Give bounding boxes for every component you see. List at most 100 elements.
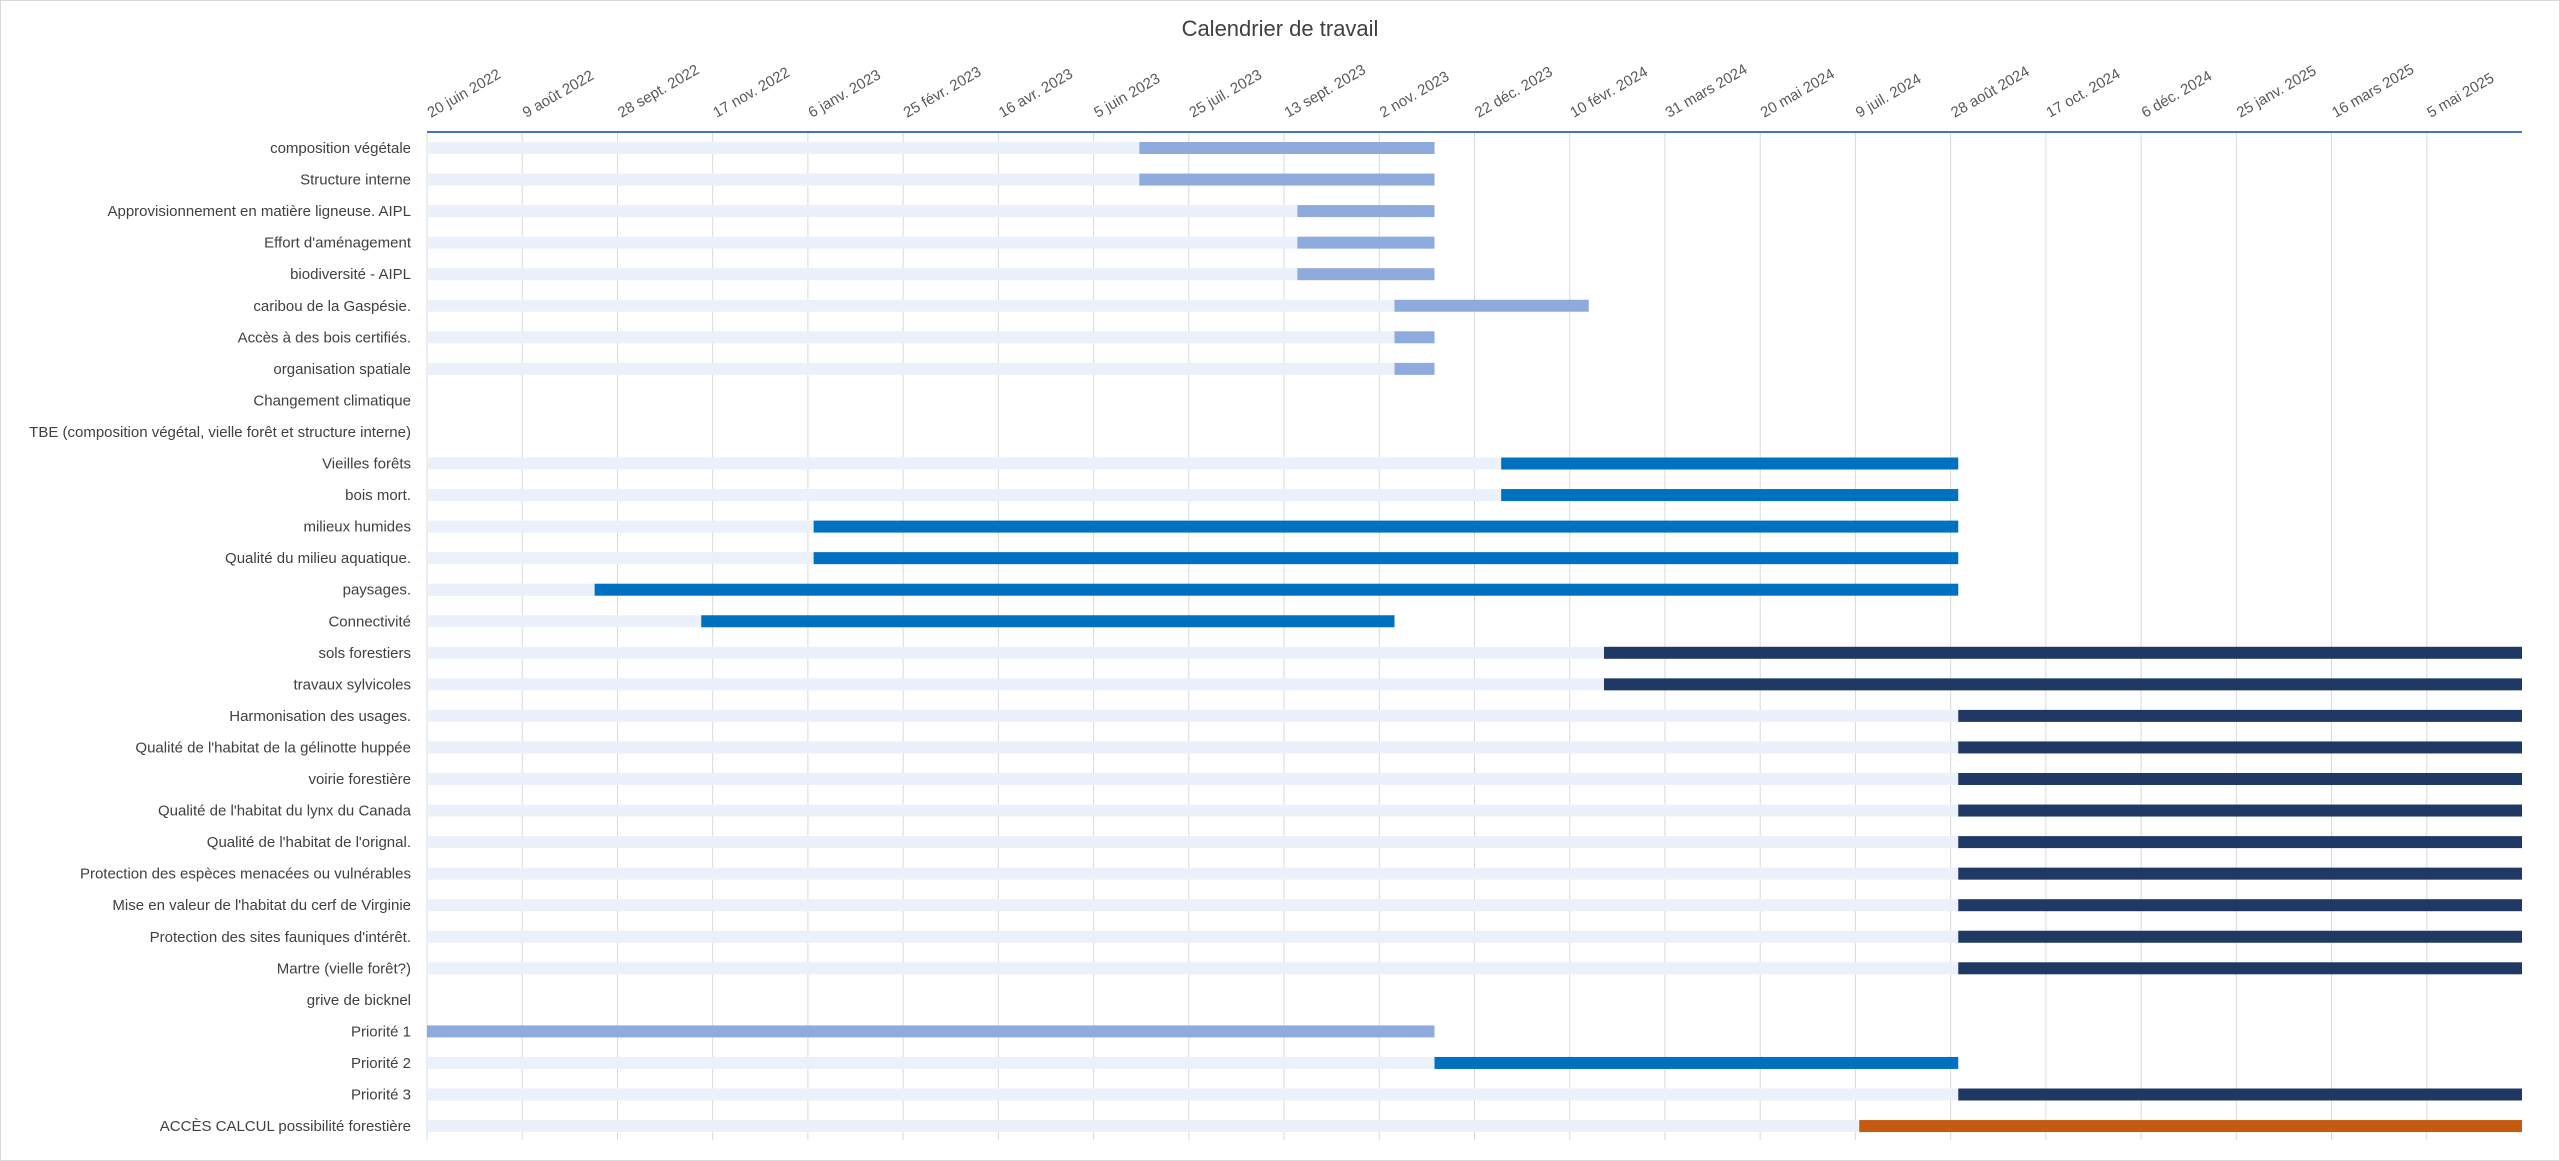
x-tick-label: 6 déc. 2024: [2139, 68, 2215, 122]
row-track: [427, 173, 1140, 186]
task-label: Martre (vielle forêt?): [277, 960, 411, 977]
task-bar: [1297, 236, 1435, 249]
x-tick-label: 28 août 2024: [1948, 63, 2032, 122]
x-tick-label: 25 juil. 2023: [1186, 66, 1265, 121]
task-label: bois mort.: [345, 487, 411, 504]
x-tick-label: 22 déc. 2023: [1472, 63, 1556, 121]
task-bar: [1958, 962, 2522, 975]
row-track: [427, 930, 1959, 943]
task-label: Qualité de l'habitat de l'orignal.: [207, 834, 411, 851]
task-label: Mise en valeur de l'habitat du cerf de V…: [112, 897, 411, 914]
task-label: Priorité 2: [351, 1055, 411, 1072]
task-bar: [1958, 773, 2522, 785]
row-track: [427, 1120, 1860, 1133]
task-bar: [1604, 646, 2522, 659]
row-track: [427, 268, 1298, 281]
x-tick-label: 20 mai 2024: [1758, 65, 1838, 121]
task-label: Changement climatique: [253, 392, 411, 409]
row-track: [427, 867, 1959, 880]
task-label: milieux humides: [303, 519, 411, 536]
task-label: Protection des espèces menacées ou vulné…: [80, 866, 411, 883]
task-bar: [1958, 899, 2522, 912]
task-label: Approvisionnement en matière ligneuse. A…: [107, 203, 411, 220]
row-track: [427, 962, 1959, 975]
x-tick-label: 20 juin 2022: [425, 66, 504, 122]
task-label: travaux sylvicoles: [293, 676, 411, 693]
x-tick-label: 17 oct. 2024: [2043, 65, 2123, 121]
task-bar: [1139, 142, 1435, 154]
task-bar: [427, 1025, 1435, 1038]
row-track: [427, 457, 1502, 470]
task-label: Qualité de l'habitat du lynx du Canada: [158, 803, 412, 820]
gridlines: [426, 132, 2428, 1140]
x-tick-label: 10 févr. 2024: [1567, 63, 1651, 121]
row-track: [427, 678, 1605, 691]
task-labels: composition végétale Structure interne App…: [29, 140, 412, 1135]
row-track: [427, 552, 814, 565]
task-label: Priorité 1: [351, 1023, 411, 1040]
row-track: [427, 741, 1959, 754]
x-tick-label: 13 sept. 2023: [1282, 61, 1369, 121]
row-track: [427, 773, 1959, 785]
x-tick-label: 25 janv. 2025: [2234, 62, 2320, 121]
row-tracks: [427, 142, 1959, 1133]
row-track: [427, 836, 1959, 849]
x-tick-labels: 20 juin 2022 9 août 2022 28 sept. 2022 17 n…: [425, 61, 2498, 122]
x-tick-label: 5 juin 2023: [1091, 70, 1163, 121]
task-label: Accès à des bois certifiés.: [238, 329, 411, 346]
x-tick-label: 16 avr. 2023: [996, 65, 1076, 121]
chart-title: Calendrier de travail: [1181, 16, 1379, 41]
task-label: composition végétale: [270, 140, 411, 157]
task-bar: [594, 583, 1959, 596]
row-track: [427, 1088, 1959, 1101]
task-label: ACCÈS CALCUL possibilité forestière: [160, 1118, 411, 1135]
row-track: [427, 362, 1395, 375]
task-label: Protection des sites fauniques d'intérêt…: [150, 929, 411, 946]
row-track: [427, 646, 1605, 659]
row-track: [427, 205, 1298, 218]
x-tick-label: 16 mars 2025: [2329, 61, 2417, 122]
x-tick-label: 17 nov. 2022: [710, 64, 793, 122]
task-bar: [1297, 205, 1435, 218]
task-label: Qualité du milieu aquatique.: [225, 550, 411, 567]
task-bar: [1394, 362, 1435, 375]
task-label: Harmonisation des usages.: [229, 708, 411, 725]
x-tick-label: 6 janv. 2023: [805, 66, 883, 121]
task-bar: [1297, 268, 1435, 281]
task-label: grive de bicknel: [307, 992, 411, 1009]
row-track: [427, 1056, 1435, 1069]
x-tick-label: 2 nov. 2023: [1377, 68, 1452, 121]
task-bar: [1958, 1088, 2522, 1101]
task-label: voirie forestière: [308, 771, 411, 788]
row-track: [427, 299, 1395, 312]
task-label: Effort d'aménagement: [264, 235, 412, 252]
task-bar: [813, 520, 1959, 533]
row-track: [427, 331, 1395, 344]
x-tick-label: 5 mai 2025: [2424, 70, 2497, 122]
row-track: [427, 709, 1959, 722]
row-track: [427, 142, 1140, 154]
task-bar: [813, 552, 1959, 565]
row-track: [427, 236, 1298, 249]
row-track: [427, 804, 1959, 817]
row-track: [427, 615, 702, 628]
task-bar: [701, 615, 1395, 628]
task-bar: [1501, 457, 1959, 470]
task-label: paysages.: [343, 582, 411, 599]
row-track: [427, 899, 1959, 912]
task-bar: [1139, 173, 1435, 186]
x-tick-label: 25 févr. 2023: [901, 63, 985, 121]
row-track: [427, 520, 814, 533]
task-label: biodiversité - AIPL: [290, 266, 411, 283]
task-bar: [1958, 804, 2522, 817]
task-bar: [1958, 741, 2522, 754]
task-bar: [1394, 299, 1589, 312]
task-bar: [1958, 836, 2522, 849]
task-bar: [1604, 678, 2522, 691]
task-bar: [1958, 867, 2522, 880]
x-tick-label: 28 sept. 2022: [615, 61, 702, 121]
task-bar: [1501, 489, 1959, 502]
task-label: Structure interne: [300, 172, 411, 189]
task-bar: [1859, 1120, 2522, 1133]
